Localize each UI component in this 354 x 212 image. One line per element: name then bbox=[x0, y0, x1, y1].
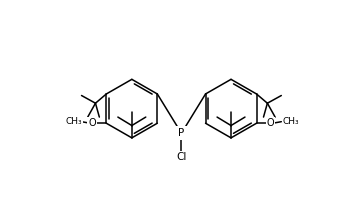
Text: P: P bbox=[178, 128, 184, 138]
Text: CH₃: CH₃ bbox=[65, 117, 82, 126]
Text: Cl: Cl bbox=[176, 152, 187, 162]
Text: O: O bbox=[88, 118, 96, 128]
Text: O: O bbox=[267, 118, 274, 128]
Text: CH₃: CH₃ bbox=[282, 117, 299, 126]
